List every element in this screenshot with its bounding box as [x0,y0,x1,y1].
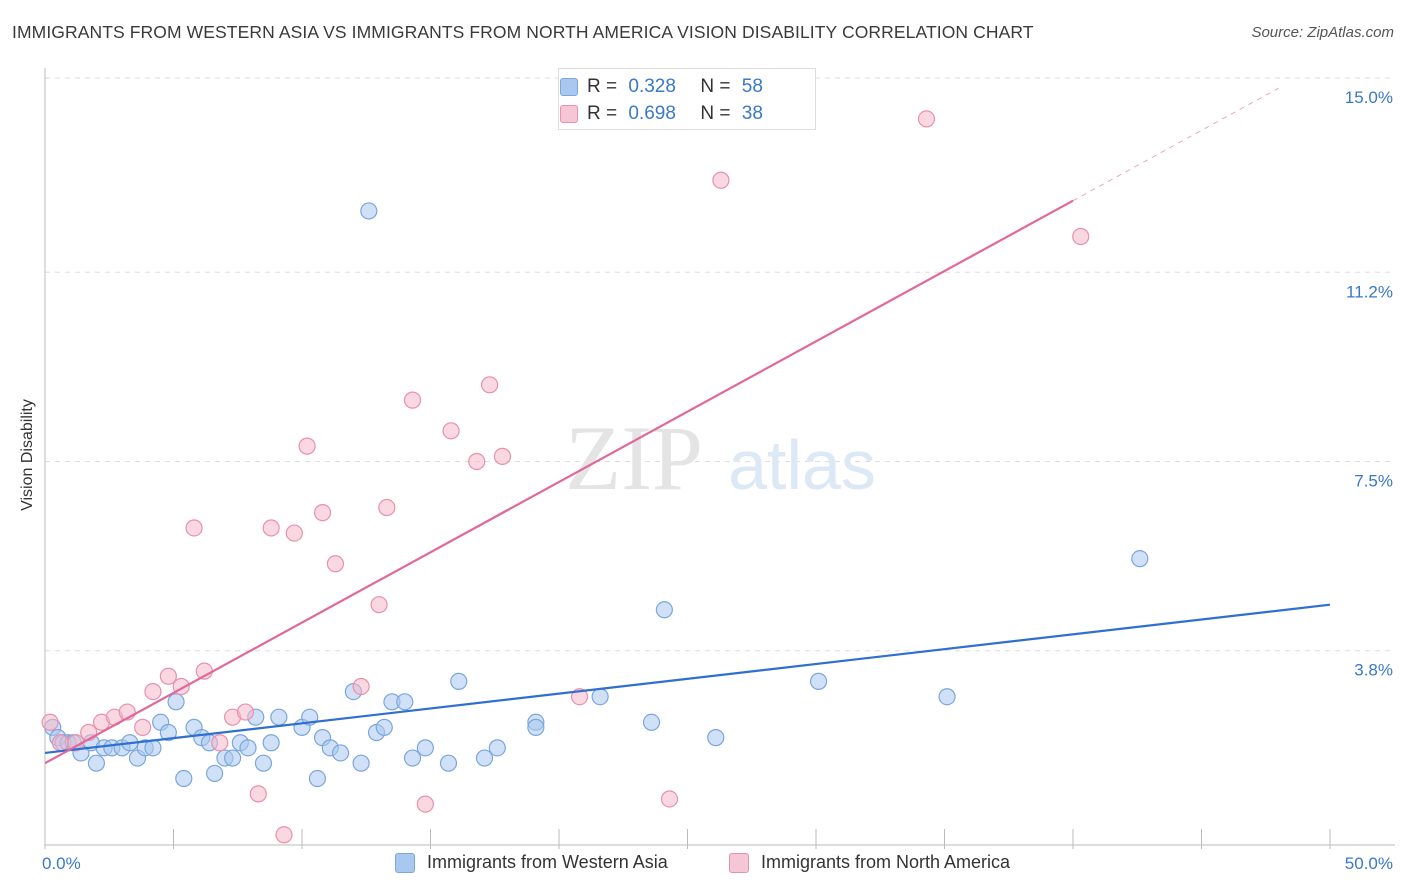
legend-item-western-asia: Immigrants from Western Asia [395,852,668,873]
point-north-america [442,422,460,440]
legend-label: Immigrants from North America [761,852,1011,872]
point-western-asia [655,601,673,619]
n-label: N = [700,103,731,124]
legend-swatch-blue [560,78,578,96]
point-western-asia [375,718,393,736]
chart-title: IMMIGRANTS FROM WESTERN ASIA VS IMMIGRAN… [12,22,1034,42]
tick-labels: 3.8% 7.5% 11.2% 15.0% 0.0% 50.0% [42,88,1393,873]
r-value: 0.698 [628,103,676,124]
source-credit: Source: ZipAtlas.com [1251,24,1394,41]
point-western-asia [938,688,956,706]
legend-label: Immigrants from Western Asia [427,852,668,872]
point-western-asia [159,723,177,742]
legend-item-north-america: Immigrants from North America [729,852,1010,873]
legend-swatch-pink [729,852,749,873]
point-western-asia [527,718,545,736]
point-western-asia [87,754,106,772]
point-western-asia [809,672,828,690]
point-western-asia [239,739,257,757]
n-value: 58 [741,76,763,97]
r-label: R = [587,103,618,124]
legend-swatch-blue [395,852,415,873]
trend-line-north-america [44,199,1074,765]
point-north-america [917,110,936,128]
watermark-zip: ZIP [565,407,703,509]
series-western-asia-points [44,202,1149,788]
point-north-america [134,718,152,736]
n-value: 38 [741,103,763,124]
point-north-america [416,795,434,813]
r-label: R = [587,76,618,97]
r-value: 0.328 [628,76,676,97]
point-western-asia [642,713,661,731]
point-western-asia [439,754,458,772]
trend-line-western-asia [44,603,1331,755]
point-western-asia [403,749,422,767]
point-western-asia [262,734,280,752]
legend-swatch-pink [560,105,578,123]
point-western-asia [224,749,242,767]
point-north-america [313,504,332,522]
watermark: ZIP atlas [565,407,876,509]
point-north-america [159,667,177,685]
n-label: N = [700,76,731,97]
point-north-america [185,519,203,537]
legend-row-western-asia: R = 0.328 N = 58 [560,76,763,98]
y-tick-label: 15.0% [1345,88,1393,107]
point-western-asia [360,202,378,220]
trend-line-north-america-extension [1072,87,1279,202]
point-western-asia [206,764,224,783]
trend-lines [44,87,1331,765]
point-western-asia [352,754,370,772]
point-western-asia [331,744,350,762]
point-north-america [378,498,396,517]
point-western-asia [270,708,288,726]
point-western-asia [308,769,327,788]
y-tick-label: 3.8% [1354,661,1393,680]
point-western-asia [475,749,494,767]
point-north-america [262,519,280,537]
point-north-america [660,790,679,808]
point-north-america [481,376,499,394]
point-north-america [493,447,512,465]
point-north-america [285,524,303,542]
point-western-asia [707,729,725,747]
point-north-america [298,437,316,455]
point-western-asia [488,739,506,757]
point-north-america [51,734,70,752]
y-tick-label: 7.5% [1354,472,1393,491]
point-north-america [468,452,486,471]
point-western-asia [175,769,193,788]
point-north-america [326,555,345,573]
point-western-asia [396,693,414,711]
point-north-america [249,785,267,803]
watermark-atlas: atlas [728,426,876,504]
point-western-asia [591,688,609,706]
gridlines [45,77,1395,652]
point-north-america [352,677,370,696]
point-north-america [1072,227,1090,246]
x-tick-label: 50.0% [1345,854,1393,873]
correlation-legend: R = 0.328 N = 58 R = 0.698 N = 38 [558,68,816,130]
point-western-asia [254,754,273,772]
point-north-america [211,734,229,752]
point-north-america [370,596,388,614]
point-western-asia [416,739,434,757]
point-north-america [236,703,255,721]
point-north-america [41,713,59,731]
point-western-asia [1131,550,1149,568]
point-north-america [712,171,730,189]
y-tick-label: 11.2% [1346,282,1393,301]
point-north-america [403,391,422,409]
series-north-america-points [41,110,1090,844]
point-western-asia [450,672,468,690]
point-north-america [275,826,293,844]
legend-row-north-america: R = 0.698 N = 38 [560,103,763,125]
point-western-asia [167,693,185,711]
x-tick-label: 0.0% [42,854,81,873]
series-legend: Immigrants from Western Asia Immigrants … [0,852,1406,878]
point-north-america [144,682,162,701]
